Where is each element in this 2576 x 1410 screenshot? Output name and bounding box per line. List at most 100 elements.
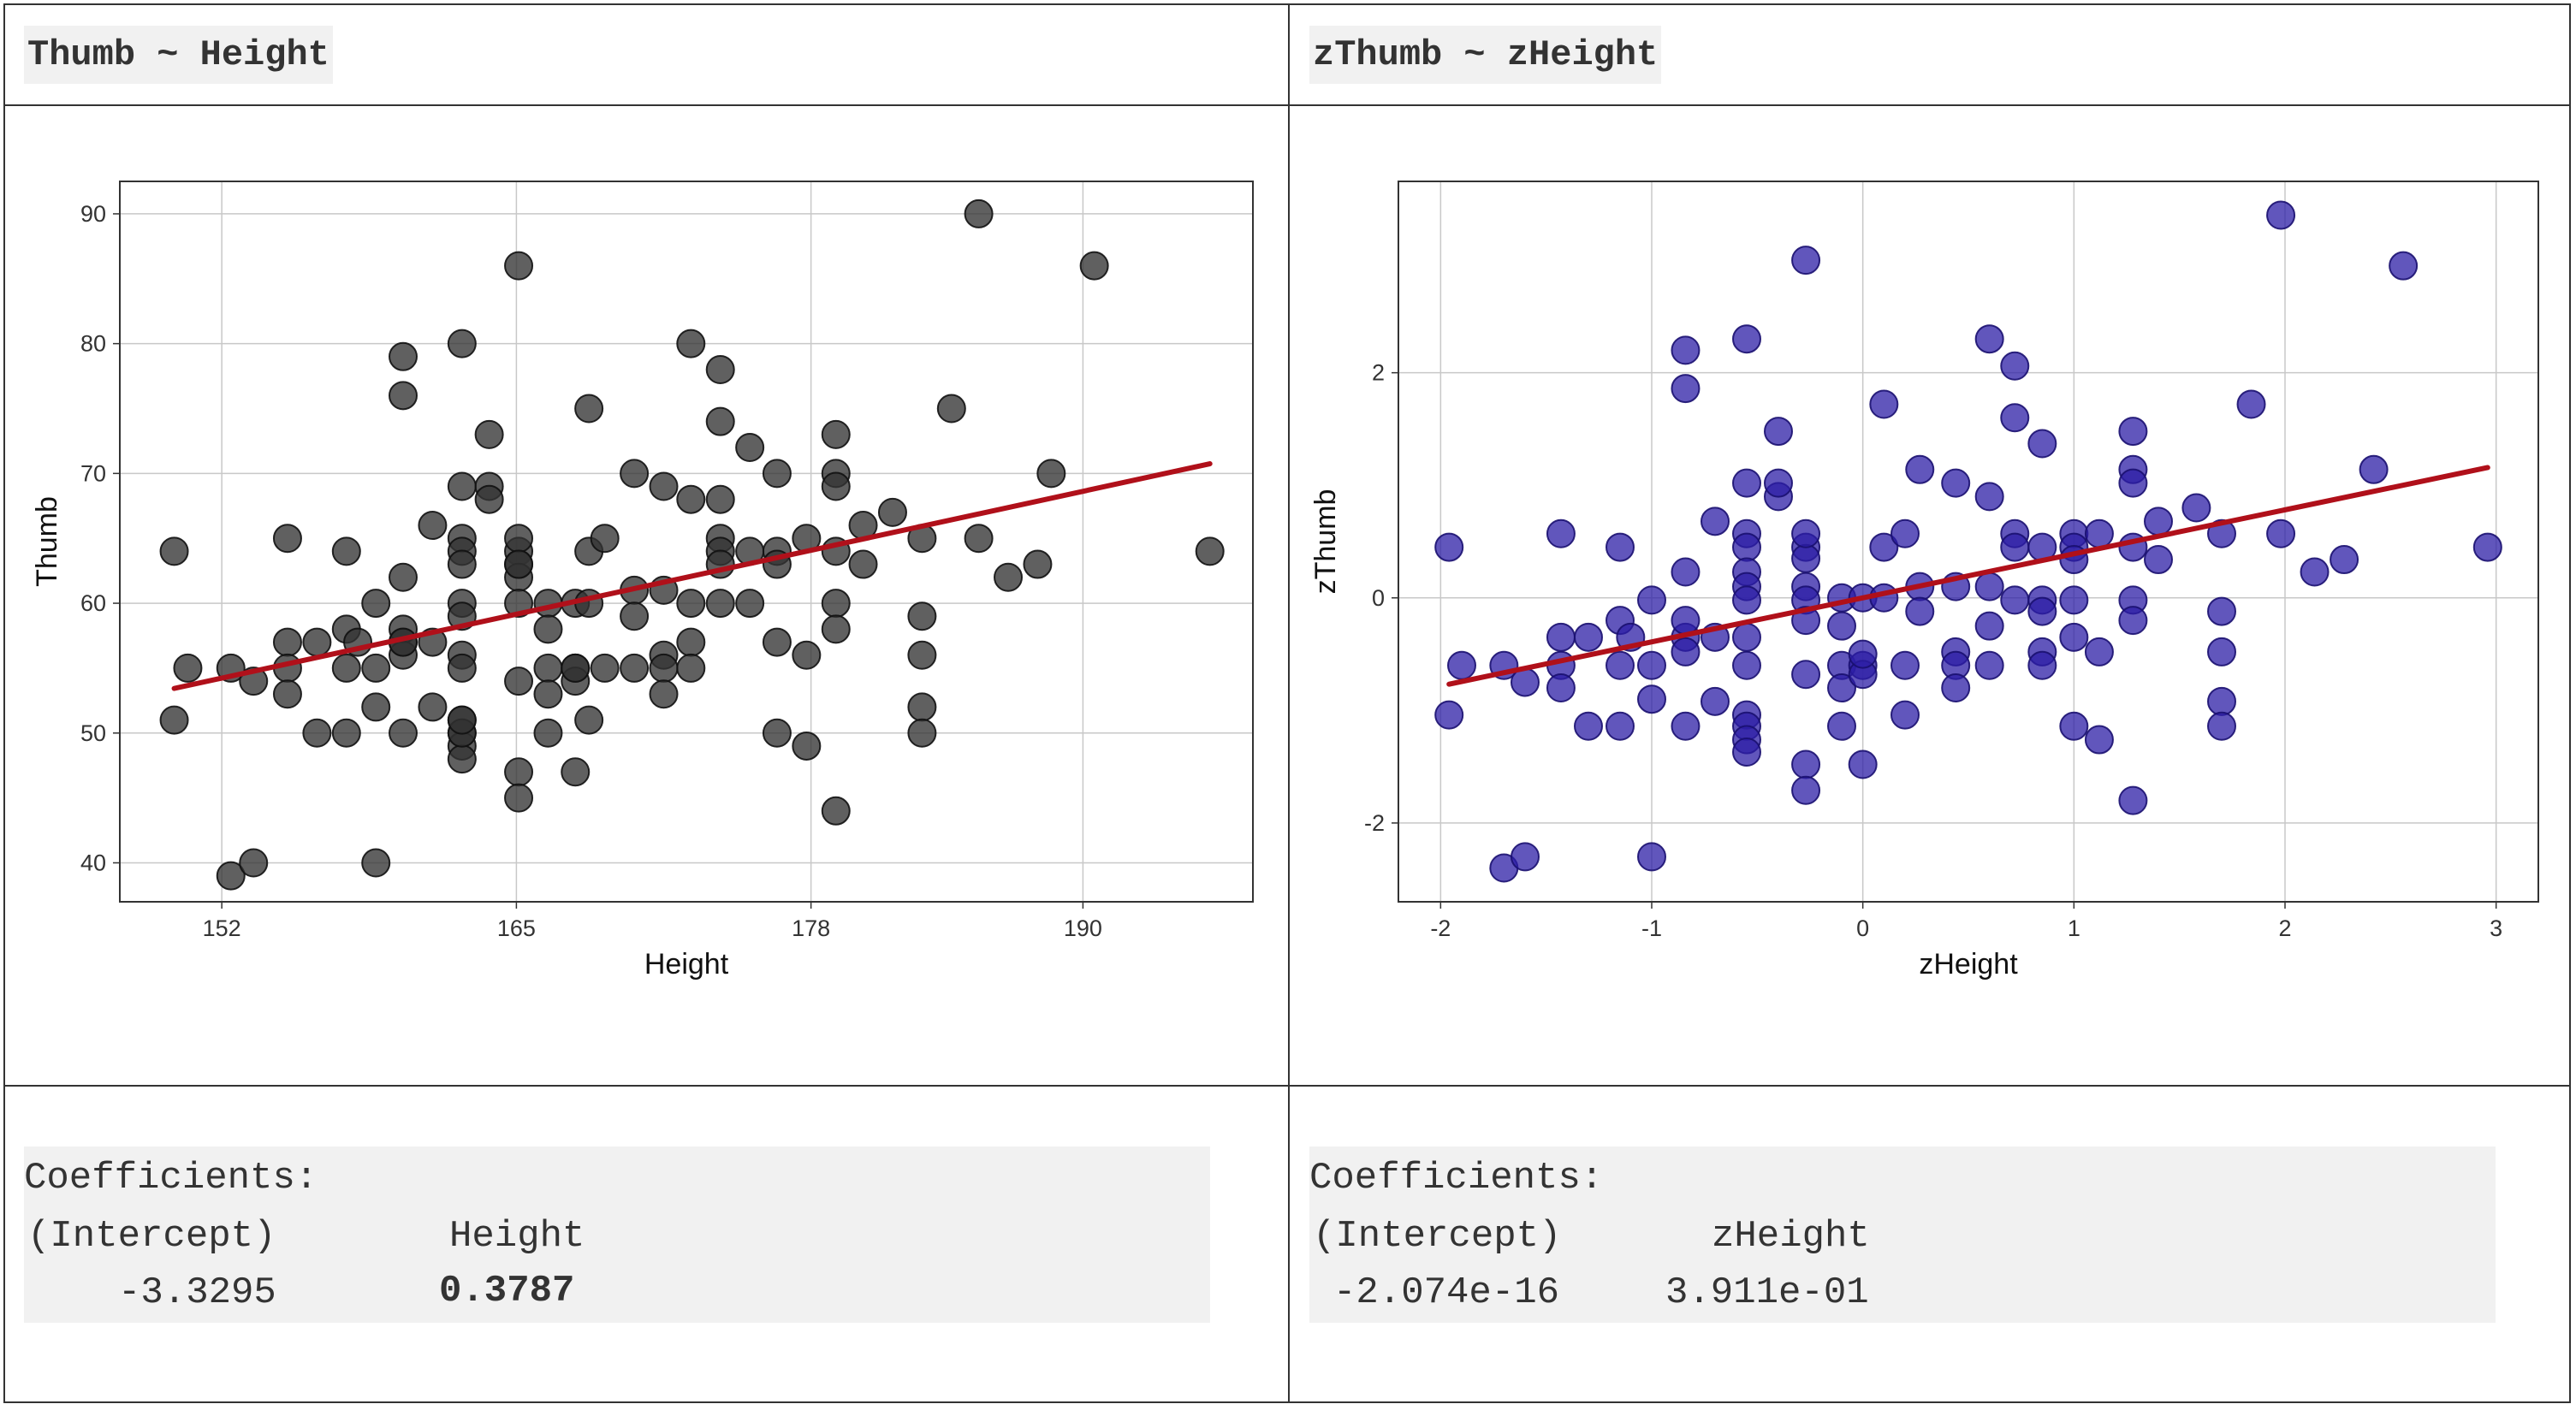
x-axis-label: Height bbox=[644, 948, 729, 980]
data-point bbox=[574, 589, 604, 619]
data-point bbox=[361, 653, 391, 683]
data-point bbox=[2207, 596, 2236, 626]
data-point bbox=[1637, 585, 1666, 615]
data-point bbox=[590, 653, 620, 683]
data-point bbox=[676, 653, 706, 683]
data-point bbox=[1671, 637, 1701, 666]
data-point bbox=[1869, 532, 1899, 562]
data-point bbox=[2000, 403, 2030, 433]
data-point bbox=[418, 511, 448, 541]
data-point bbox=[2359, 454, 2389, 484]
x-tick-label: 1 bbox=[2068, 915, 2080, 941]
x-tick-label: -1 bbox=[1641, 915, 1662, 941]
data-point bbox=[1546, 673, 1576, 703]
data-point bbox=[361, 692, 391, 722]
data-point bbox=[1905, 454, 1935, 484]
data-point bbox=[2207, 686, 2236, 716]
data-point bbox=[1637, 684, 1666, 714]
data-point bbox=[2084, 518, 2114, 548]
coef-slope-label: zHeight bbox=[1712, 1215, 1870, 1258]
data-point bbox=[1732, 650, 1761, 680]
plot-frame bbox=[119, 181, 1254, 903]
x-tick-label: -2 bbox=[1430, 915, 1451, 941]
row-divider-bottom bbox=[3, 1085, 2571, 1087]
data-point bbox=[1974, 650, 2004, 680]
data-point bbox=[1941, 468, 1971, 498]
data-point bbox=[676, 627, 706, 657]
data-point bbox=[331, 718, 361, 748]
data-point bbox=[389, 718, 418, 748]
data-point bbox=[1791, 543, 1821, 573]
data-point bbox=[533, 679, 563, 709]
data-point bbox=[2472, 532, 2502, 562]
data-point bbox=[447, 549, 477, 579]
layout-grid bbox=[3, 3, 2571, 1403]
data-point bbox=[447, 744, 477, 774]
zthumb-zheight-chart: -2 -1 0 1 2 3 -2 0 2 zHeight zThumb bbox=[1309, 181, 2539, 980]
x-tick-label: 3 bbox=[2490, 915, 2502, 941]
data-point bbox=[705, 354, 735, 384]
plot-frame bbox=[1398, 181, 2539, 903]
data-point bbox=[1434, 700, 1464, 730]
coef-slope-value: 0.3787 bbox=[439, 1270, 575, 1312]
data-point bbox=[389, 381, 418, 411]
x-tick-label: 190 bbox=[1064, 915, 1102, 941]
data-point bbox=[590, 524, 620, 554]
data-point bbox=[272, 679, 302, 709]
data-point bbox=[447, 705, 477, 735]
data-point bbox=[331, 653, 361, 683]
data-point bbox=[574, 705, 604, 735]
data-point bbox=[1671, 711, 1701, 741]
data-point bbox=[1827, 611, 1856, 641]
data-point bbox=[994, 562, 1024, 592]
data-point bbox=[574, 394, 604, 424]
data-point bbox=[1764, 468, 1793, 498]
y-tick-label: 40 bbox=[80, 850, 106, 875]
data-point bbox=[620, 459, 650, 489]
data-point bbox=[1791, 775, 1821, 805]
data-point bbox=[2000, 351, 2030, 381]
data-point bbox=[735, 589, 765, 619]
data-point bbox=[272, 524, 302, 554]
y-tick-label: 2 bbox=[1372, 360, 1385, 386]
coef-header: Coefficients: bbox=[1309, 1157, 1604, 1200]
data-point bbox=[1671, 557, 1701, 587]
data-point bbox=[821, 471, 851, 501]
data-point bbox=[676, 589, 706, 619]
data-point bbox=[1890, 518, 1920, 548]
data-point bbox=[1637, 650, 1666, 680]
data-point bbox=[2027, 596, 2057, 626]
data-point bbox=[533, 614, 563, 644]
x-tick-label: 152 bbox=[203, 915, 241, 941]
coef-header: Coefficients: bbox=[24, 1157, 318, 1200]
data-point bbox=[361, 848, 391, 878]
data-point bbox=[302, 718, 332, 748]
data-point bbox=[2118, 417, 2148, 447]
coef-intercept-value: -3.3295 bbox=[118, 1271, 276, 1314]
data-point bbox=[1195, 536, 1225, 566]
data-point bbox=[1974, 324, 2004, 354]
data-point bbox=[173, 653, 203, 683]
coef-intercept-value: -2.074e-16 bbox=[1333, 1271, 1560, 1314]
data-point bbox=[1732, 585, 1761, 615]
data-point bbox=[504, 783, 534, 813]
data-point bbox=[676, 484, 706, 514]
data-point bbox=[389, 562, 418, 592]
data-point bbox=[2000, 532, 2030, 562]
data-point bbox=[447, 329, 477, 358]
data-point bbox=[2236, 389, 2266, 419]
x-tick-label: 178 bbox=[792, 915, 830, 941]
data-point bbox=[504, 251, 534, 281]
data-point bbox=[1905, 596, 1935, 626]
data-point bbox=[1606, 650, 1635, 680]
data-point bbox=[907, 640, 937, 670]
data-point bbox=[1974, 611, 2004, 641]
data-point bbox=[504, 666, 534, 696]
x-tick-label: 0 bbox=[1856, 915, 1869, 941]
coef-slope-value: 3.911e-01 bbox=[1665, 1271, 1869, 1314]
data-point bbox=[2266, 518, 2296, 548]
data-point bbox=[1511, 842, 1540, 872]
data-point bbox=[302, 627, 332, 657]
data-point bbox=[1869, 389, 1899, 419]
y-axis-label: Thumb bbox=[31, 496, 63, 587]
